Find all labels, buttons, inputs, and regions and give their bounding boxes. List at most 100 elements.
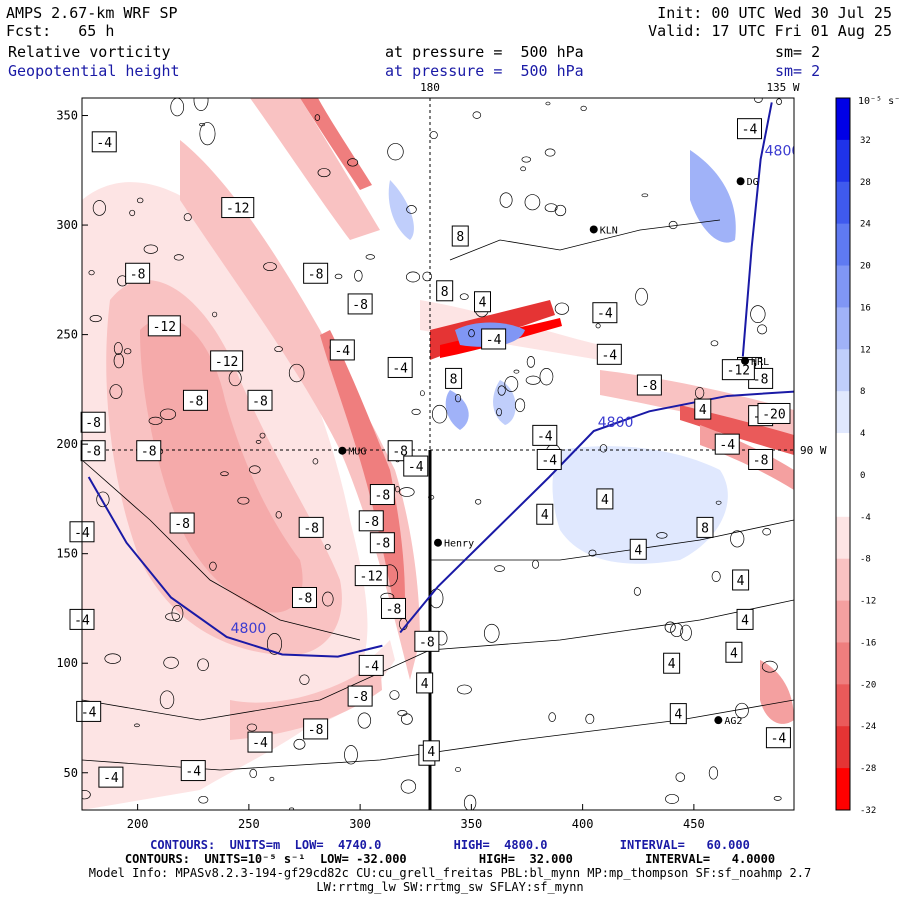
vorticity-contour: [274, 346, 283, 353]
vorticity-label: 8: [441, 285, 449, 300]
colorbar-tick-label: -20: [860, 680, 876, 690]
vorticity-label-box: [445, 367, 463, 389]
vorticity-contour: [399, 487, 415, 497]
height-contour-label: 4800: [231, 621, 267, 637]
vorticity-label: 4: [741, 613, 749, 628]
vorticity-contour: [504, 376, 519, 392]
colorbar-tick-label: 4: [860, 429, 865, 439]
vorticity-contour: [520, 166, 527, 172]
colorbar-tick-label: 16: [860, 303, 871, 313]
vorticity-contour: [499, 192, 513, 208]
vorticity-contour: [457, 684, 472, 695]
lon-label-90w: 90 W: [800, 444, 827, 457]
vorticity-label-box: [387, 356, 413, 378]
vorticity-contour: [237, 496, 250, 505]
vorticity-contour: [354, 269, 363, 282]
vorticity-label-box: [736, 608, 754, 630]
vorticity-contour: [163, 656, 179, 669]
vorticity-label-box: [481, 328, 507, 350]
vorticity-contour: [776, 98, 782, 105]
vorticity-label: 4: [699, 403, 707, 418]
forecast-hour: Fcst: 65 h: [6, 22, 115, 40]
colorbar-swatch: [836, 600, 850, 643]
vorticity-contour: [715, 500, 722, 505]
vorticity-contour: [148, 416, 163, 425]
colorbar-tick-label: -16: [860, 638, 876, 648]
vorticity-contour: [387, 143, 404, 161]
vorticity-contour: [82, 459, 361, 641]
vorticity-contour: [173, 254, 184, 261]
vorticity-label: -8: [141, 445, 157, 460]
vorticity-contour: [92, 200, 106, 216]
vorticity-contour: [389, 690, 400, 700]
vorticity-label: -8: [303, 521, 319, 536]
vorticity-label: -12: [153, 320, 176, 335]
vorticity-label: 8: [701, 521, 709, 536]
vorticity-contour: [475, 499, 482, 505]
vorticity-label: 4: [737, 574, 745, 589]
vorticity-label-box: [347, 293, 373, 315]
colorbar-swatch: [836, 98, 850, 141]
colorbar-frame: [835, 97, 851, 811]
colorbar-swatch: [836, 684, 850, 727]
vorticity-contour: [496, 407, 502, 417]
vorticity-contour: [680, 624, 692, 641]
vorticity-label: -8: [753, 453, 769, 468]
vorticity-label: -4: [541, 453, 557, 468]
vorticity-contour: [249, 465, 261, 474]
vorticity-contour: [635, 287, 648, 306]
vorticity-contour: [761, 660, 778, 673]
vorticity-label: -4: [719, 438, 735, 453]
vorticity-label: -8: [753, 372, 769, 387]
station-marker: [338, 446, 347, 455]
height-contour-4800: [87, 476, 383, 658]
vorticity-contour: [497, 385, 506, 396]
vorticity-label: -4: [601, 348, 617, 363]
vorticity-label: 4: [541, 508, 549, 523]
vorticity-label: 4: [730, 646, 738, 661]
vorticity-label-box: [757, 402, 791, 424]
vorticity-label-box: [451, 225, 469, 247]
vorticity-contour: [431, 404, 448, 424]
colorbar-tick-label: 0: [860, 471, 865, 481]
x-tick-label: 350: [461, 817, 483, 831]
vorticity-label-box: [329, 339, 355, 361]
vorticity-contour: [580, 105, 587, 112]
vorticity-contour: [468, 329, 475, 338]
x-tick-label: 250: [238, 817, 260, 831]
vorticity-label-box: [765, 727, 791, 749]
vorticity-contour: [314, 114, 321, 121]
height-contour-layer: 4800 4800 4800: [87, 102, 794, 658]
x-tick-label: 400: [572, 817, 594, 831]
height-contour-4800: [399, 390, 794, 634]
vorticity-label: -4: [103, 771, 119, 786]
vorticity-label: -8: [188, 394, 204, 409]
colorbar-swatch: [836, 265, 850, 308]
vorticity-contour: [357, 712, 372, 729]
vorticity-label-box: [714, 433, 740, 455]
vorticity-contour: [255, 440, 262, 444]
vorticity-contour: [664, 621, 676, 633]
colorbar-tick-label: -4: [860, 513, 871, 523]
vorticity-label-box: [354, 565, 388, 587]
vorticity-contour: [397, 710, 408, 717]
vorticity-contour: [545, 101, 551, 106]
vorticity-contour: [641, 193, 649, 198]
vorticity-contour: [249, 768, 258, 779]
colorbar-swatch: [836, 139, 850, 183]
vorticity-contour: [544, 203, 558, 213]
vorticity-contour: [694, 386, 705, 399]
vorticity-label: 4: [427, 745, 435, 760]
vorticity-label-box: [247, 389, 273, 411]
vorticity-label-box: [636, 374, 662, 396]
vorticity-label-box: [180, 760, 206, 782]
vorticity-label: -4: [408, 460, 424, 475]
station-label: MUG: [348, 447, 366, 458]
vorticity-contour: [750, 305, 766, 324]
vorticity-contour: [269, 776, 275, 782]
y-tick-label: 350: [56, 109, 78, 123]
vorticity-label-box: [80, 411, 106, 433]
vorticity-label: -4: [81, 705, 97, 720]
vorticity-contour: [454, 393, 462, 403]
vorticity-label: -4: [363, 659, 379, 674]
